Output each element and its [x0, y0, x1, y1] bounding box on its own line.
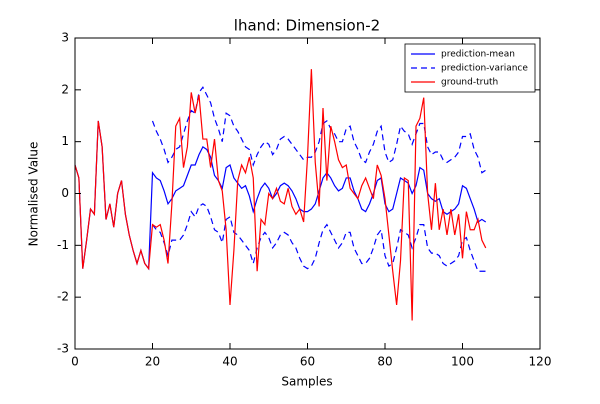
x-tick-label: 80: [377, 355, 392, 369]
data-line: [151, 86, 487, 174]
y-tick-label: -3: [57, 342, 69, 356]
y-tick-label: 0: [61, 186, 69, 200]
y-tick-label: 2: [61, 82, 69, 96]
legend-label: ground-truth: [441, 78, 498, 88]
chart-title: lhand: Dimension-2: [234, 17, 380, 35]
x-axis-label: Samples: [281, 375, 332, 389]
y-tick-label: -1: [57, 238, 69, 252]
y-tick-label: 1: [61, 134, 69, 148]
x-tick-label: 20: [145, 355, 160, 369]
x-tick-label: 40: [222, 355, 237, 369]
x-tick-label: 100: [451, 355, 474, 369]
x-tick-label: 0: [71, 355, 79, 369]
data-line: [152, 203, 486, 272]
legend: prediction-mean prediction-variance ground…: [404, 43, 536, 93]
data-line: [74, 120, 487, 271]
legend-label: prediction-mean: [441, 50, 515, 60]
data-line: [74, 69, 487, 321]
y-axis-label: Normalised Value: [27, 142, 41, 247]
x-tick-label: 120: [529, 355, 552, 369]
x-tick-label: 60: [300, 355, 315, 369]
y-tick-label: -2: [57, 290, 69, 304]
legend-label: prediction-variance: [441, 64, 528, 74]
y-tick-label: 3: [61, 31, 69, 45]
